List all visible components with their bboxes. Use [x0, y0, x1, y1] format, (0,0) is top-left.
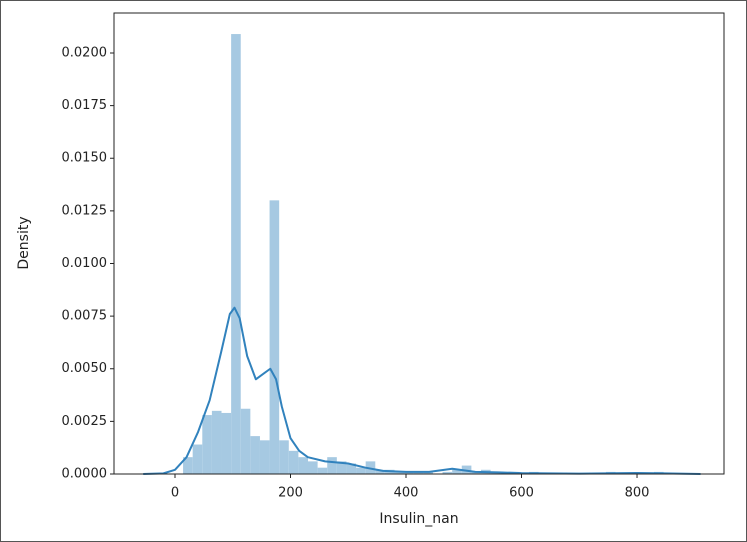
x-axis-label: Insulin_nan [379, 511, 458, 527]
bar [471, 471, 481, 474]
bar [423, 471, 433, 474]
bar [221, 412, 232, 474]
bar [413, 471, 424, 474]
y-tick-label: 0.0125 [62, 203, 108, 218]
bar [336, 461, 347, 474]
bar [298, 457, 309, 474]
y-tick-label: 0.0200 [62, 45, 108, 60]
y-tick-label: 0.0000 [62, 467, 108, 482]
bar [288, 450, 299, 474]
kde-line [143, 306, 701, 475]
y-tick-label: 0.0075 [62, 309, 108, 324]
bar [375, 469, 385, 474]
bar [327, 457, 337, 474]
bar [192, 444, 203, 474]
x-tick-label: 0 [171, 486, 179, 501]
y-tick-label: 0.0025 [62, 414, 108, 429]
bar [452, 469, 462, 474]
bar [279, 440, 289, 474]
bar [404, 471, 414, 474]
bar [269, 200, 280, 474]
y-tick-label: 0.0100 [62, 256, 108, 271]
bar [240, 408, 251, 474]
bar [259, 440, 270, 474]
bar [356, 467, 366, 474]
bar [231, 34, 241, 474]
y-tick-label: 0.0150 [62, 151, 108, 166]
bar [308, 461, 318, 474]
plot-area [143, 34, 701, 475]
x-tick-label: 400 [394, 486, 419, 501]
y-tick-label: 0.0050 [62, 361, 108, 376]
x-tick-label: 600 [509, 486, 534, 501]
y-tick-label: 0.0175 [62, 98, 108, 113]
y-axis-label: Density [16, 216, 32, 269]
bar [202, 415, 212, 474]
bar [346, 463, 357, 474]
bar [183, 457, 193, 474]
axes-frame [113, 12, 725, 475]
bar [442, 471, 453, 474]
bar [250, 436, 260, 474]
bar [317, 467, 328, 474]
bar [394, 471, 405, 474]
bar [211, 410, 222, 474]
x-tick-label: 800 [625, 486, 650, 501]
x-tick-label: 200 [278, 486, 303, 501]
